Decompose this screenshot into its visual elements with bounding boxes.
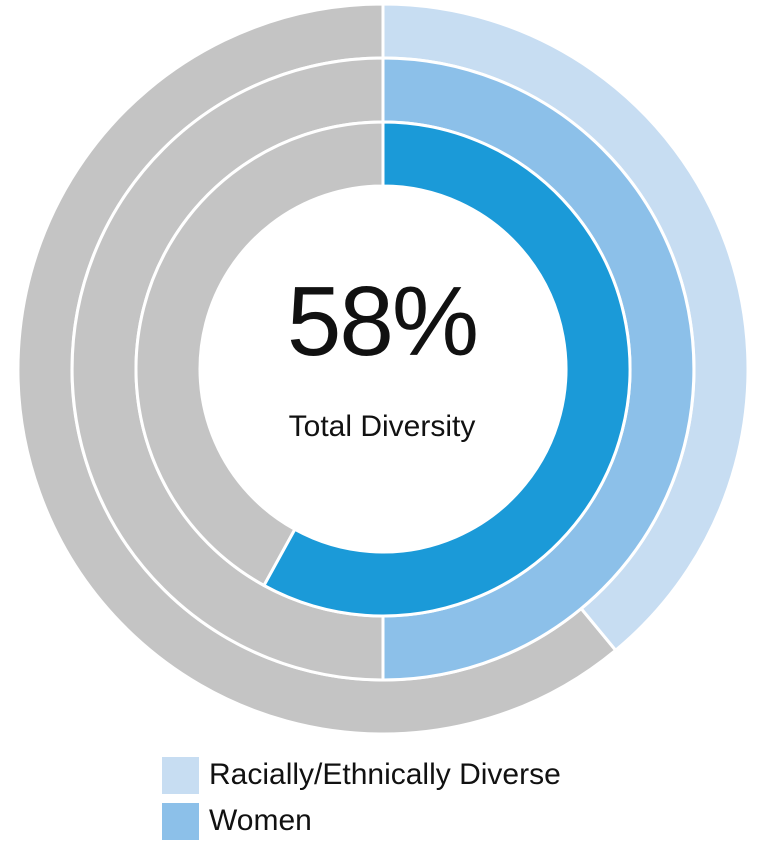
legend: Racially/Ethnically Diverse Women	[162, 756, 561, 848]
legend-swatch-women	[162, 802, 199, 840]
total-diversity-value: 58%	[286, 266, 479, 376]
legend-swatch-racially-ethnically-diverse	[162, 756, 199, 794]
inner-ring-remainder-segment	[134, 120, 385, 588]
legend-label-women: Women	[209, 804, 312, 837]
legend-item-women: Women	[162, 802, 561, 840]
legend-label-racially-ethnically-diverse: Racially/Ethnically Diverse	[209, 758, 561, 791]
inner-ring-value-segment	[261, 120, 632, 618]
total-diversity-label: Total Diversity	[288, 410, 476, 443]
legend-item-racially-ethnically-diverse: Racially/Ethnically Diverse	[162, 756, 561, 794]
